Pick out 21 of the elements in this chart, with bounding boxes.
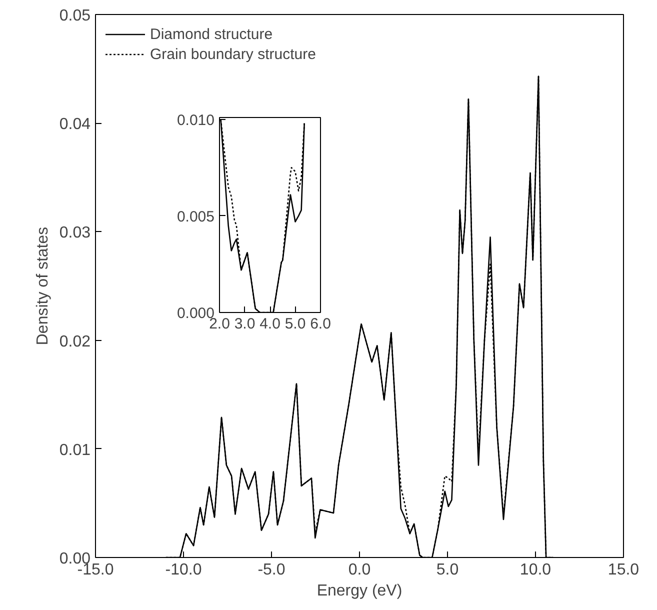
legend-label: Grain boundary structure bbox=[150, 46, 316, 62]
y-tick-label: 0.04 bbox=[59, 116, 91, 134]
y-tick-label: 0.03 bbox=[59, 224, 91, 242]
x-tick-label: 10.0 bbox=[520, 562, 552, 578]
y-tick-label: 0.005 bbox=[176, 208, 215, 226]
x-tick-label: 5.0 bbox=[284, 316, 306, 332]
x-tick-label: 3.0 bbox=[234, 316, 256, 332]
legend-label: Diamond structure bbox=[150, 26, 273, 42]
x-tick-label: -10.0 bbox=[165, 562, 202, 578]
x-tick-label: 4.0 bbox=[260, 316, 280, 332]
y-tick-label: 0.02 bbox=[59, 333, 91, 350]
y-tick-label: 0.01 bbox=[59, 442, 91, 459]
x-axis-title: Energy (eV) bbox=[316, 582, 402, 600]
y-tick-label: 0.010 bbox=[176, 112, 215, 129]
y-tick-label: 0.05 bbox=[59, 8, 91, 24]
x-tick-label: 5.0 bbox=[436, 562, 459, 578]
x-tick-label: -5.0 bbox=[258, 562, 286, 578]
x-tick-label: 0.0 bbox=[348, 562, 371, 578]
x-tick-label: 6.0 bbox=[310, 316, 331, 332]
x-tick-label: 15.0 bbox=[608, 562, 640, 578]
y-axis-title: Density of states bbox=[34, 226, 52, 346]
